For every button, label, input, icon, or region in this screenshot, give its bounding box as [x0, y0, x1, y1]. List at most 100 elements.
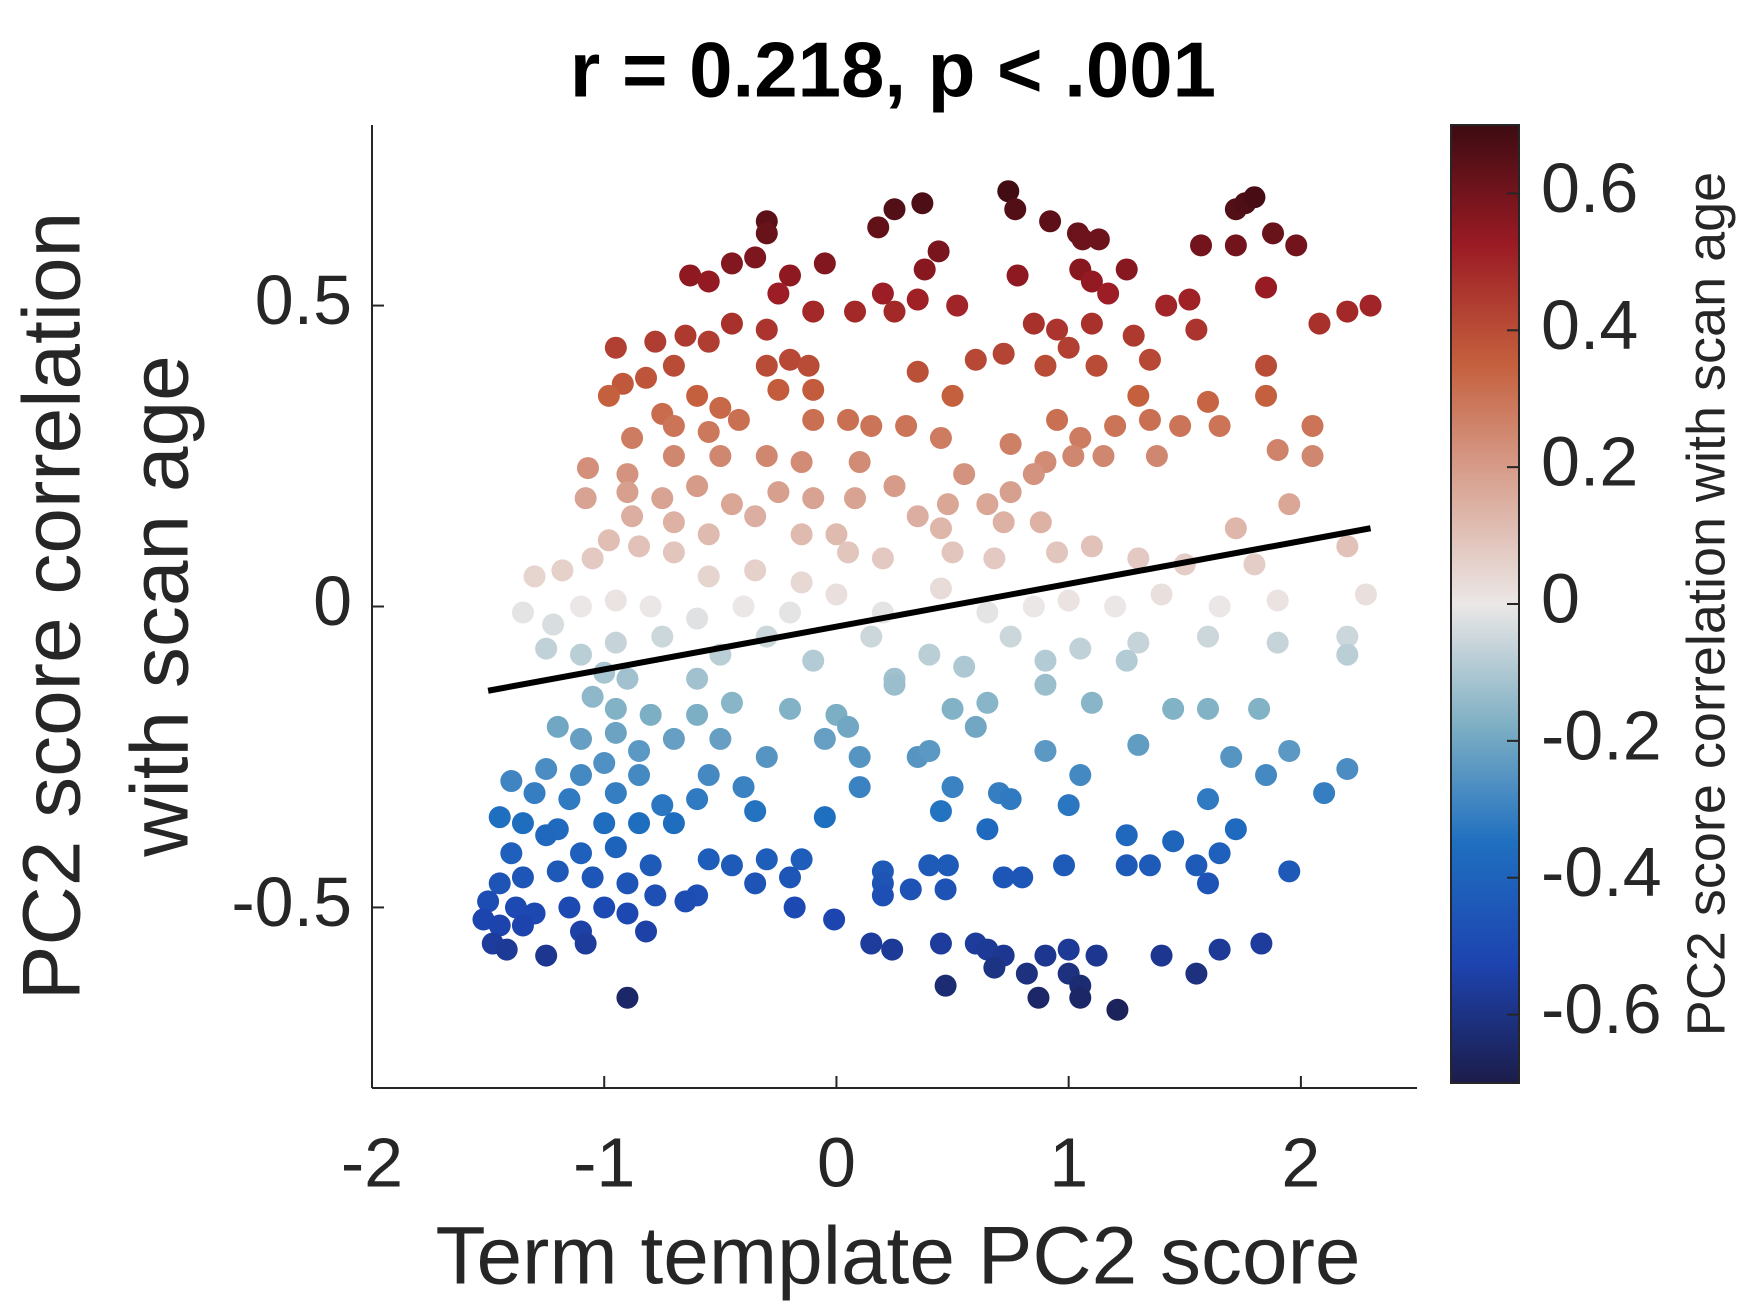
point	[1104, 595, 1127, 618]
point	[744, 246, 767, 269]
point	[686, 607, 709, 630]
point	[1062, 445, 1085, 468]
point	[1057, 794, 1080, 817]
point	[1034, 739, 1057, 762]
point	[871, 282, 894, 305]
point	[1080, 312, 1103, 335]
point	[720, 691, 743, 714]
point	[837, 541, 860, 564]
point	[570, 643, 592, 666]
point	[1145, 445, 1168, 468]
point	[535, 758, 558, 781]
point	[976, 818, 999, 841]
point	[558, 788, 581, 811]
point	[1262, 222, 1285, 245]
point	[574, 487, 597, 510]
point	[1097, 282, 1120, 305]
point	[720, 854, 743, 877]
point	[929, 517, 952, 540]
point	[628, 812, 651, 835]
point	[883, 198, 906, 221]
point	[790, 523, 813, 546]
point	[720, 312, 743, 335]
point	[953, 463, 976, 486]
point	[604, 782, 627, 805]
point	[511, 914, 534, 937]
point	[1313, 782, 1336, 805]
point	[1029, 511, 1052, 534]
point	[1127, 631, 1150, 654]
point	[767, 481, 790, 504]
y-axis-label: with scan age	[115, 355, 206, 857]
point	[1185, 962, 1208, 985]
point	[1278, 860, 1301, 883]
point	[593, 751, 616, 774]
point	[918, 739, 941, 762]
point	[802, 649, 825, 672]
point	[883, 475, 906, 498]
point	[686, 703, 709, 726]
point	[1006, 264, 1029, 287]
point	[1197, 390, 1219, 413]
point	[1027, 986, 1050, 1009]
point	[813, 727, 836, 750]
point	[1034, 944, 1057, 967]
point	[936, 854, 959, 877]
point	[936, 493, 959, 516]
point	[1197, 697, 1219, 720]
point	[628, 535, 651, 558]
point	[1087, 228, 1110, 251]
point	[1224, 818, 1247, 841]
point	[697, 270, 720, 293]
fit-line	[487, 525, 1372, 694]
point	[1359, 294, 1382, 317]
point	[837, 715, 860, 738]
point	[929, 426, 952, 449]
x-tick-label: -2	[341, 1123, 403, 1201]
point	[727, 408, 750, 431]
point	[744, 559, 767, 582]
point	[1266, 439, 1289, 462]
point	[934, 974, 957, 997]
point	[860, 625, 883, 648]
point	[679, 264, 702, 287]
point	[1034, 649, 1057, 672]
point	[593, 812, 616, 835]
point	[860, 932, 883, 955]
point	[1255, 764, 1278, 787]
point	[744, 505, 767, 528]
point	[983, 547, 1006, 570]
point	[929, 932, 952, 955]
point	[899, 878, 922, 901]
point	[581, 866, 604, 889]
point	[535, 944, 558, 967]
point	[1071, 228, 1094, 251]
point	[1080, 270, 1103, 293]
point	[767, 282, 790, 305]
point	[883, 673, 906, 696]
point	[964, 348, 987, 371]
point	[1092, 445, 1115, 468]
y-tick-label: -0.5	[231, 863, 352, 941]
point	[1197, 625, 1219, 648]
point	[1190, 234, 1213, 257]
point	[1138, 408, 1161, 431]
point	[576, 457, 599, 480]
point	[604, 836, 627, 859]
y-tick-label: 0	[313, 562, 352, 640]
point	[906, 288, 929, 311]
point	[844, 300, 867, 323]
point	[1255, 354, 1278, 377]
point	[523, 565, 546, 588]
point	[604, 336, 627, 359]
y-axis-label: PC2 score correlation	[7, 212, 98, 1000]
point	[1069, 764, 1092, 787]
point	[744, 800, 767, 823]
point	[697, 523, 720, 546]
point	[1354, 583, 1377, 606]
point	[697, 420, 720, 443]
point	[697, 565, 720, 588]
point	[1080, 535, 1103, 558]
point	[604, 721, 627, 744]
point	[616, 481, 639, 504]
